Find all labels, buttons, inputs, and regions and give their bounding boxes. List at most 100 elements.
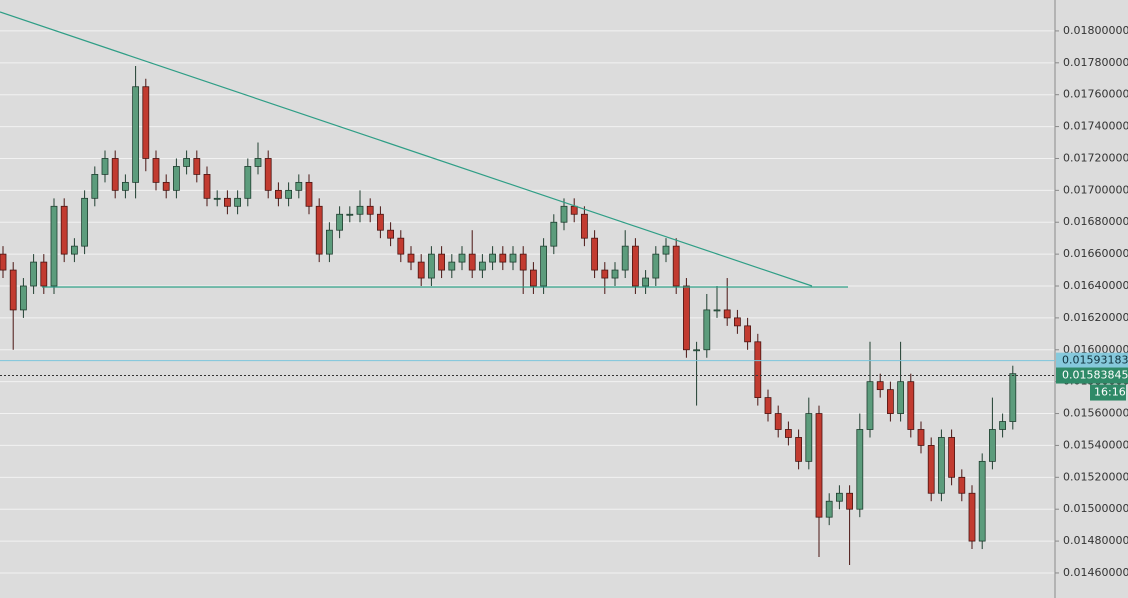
candle-body [356, 205, 364, 215]
candle-body [876, 381, 884, 391]
candle-body [0, 253, 7, 271]
candle-body [805, 413, 813, 462]
y-tick-label: 0.01560000 [1063, 407, 1128, 420]
candle-body [60, 205, 68, 255]
candle-body [927, 445, 935, 494]
y-tick-label: 0.01540000 [1063, 438, 1128, 451]
candle-body [19, 285, 27, 311]
candle-body [315, 205, 323, 255]
candle-body [672, 245, 680, 287]
candle-body [336, 213, 344, 231]
candle-body [866, 381, 874, 430]
candle-body [683, 285, 690, 351]
candle-body [734, 317, 741, 327]
candle-body [978, 460, 986, 542]
trend-line [0, 11, 813, 287]
candle-body [713, 309, 721, 312]
countdown-tag [1090, 384, 1126, 401]
candle-body [234, 197, 242, 207]
candle-body [601, 269, 609, 279]
candle-body [550, 221, 558, 247]
candle-body [958, 476, 966, 494]
candle-body [938, 437, 945, 494]
candle-body [213, 197, 221, 200]
candle-body [887, 389, 894, 414]
candle-body [376, 213, 384, 231]
y-tick-label: 0.01480000 [1063, 534, 1128, 547]
countdown-label: 16:16 [1094, 386, 1126, 399]
candle-body [489, 253, 497, 263]
candle-body [897, 381, 904, 414]
candle-body [346, 213, 354, 216]
y-tick-label: 0.01520000 [1063, 470, 1128, 483]
candle-body [530, 269, 537, 287]
candle-body [703, 309, 711, 351]
candle-body [81, 197, 88, 247]
candle-body [101, 158, 109, 175]
candle-body [856, 429, 864, 510]
y-tick-label: 0.01800000 [1063, 24, 1128, 37]
candle-body [560, 205, 568, 223]
candle-body [723, 309, 731, 319]
candle-body [499, 253, 507, 263]
candle-body [744, 325, 751, 343]
candle-body [989, 429, 996, 462]
last-price-tag [1056, 367, 1128, 384]
candle-body [611, 269, 619, 279]
y-tick-label: 0.01660000 [1063, 247, 1128, 260]
y-tick-label: 0.01740000 [1063, 120, 1128, 133]
candle-body [193, 158, 201, 175]
candle-body [652, 253, 660, 279]
bid-label: 0.01593183 [1062, 354, 1128, 367]
candle-body [285, 189, 293, 199]
y-tick-label: 0.01700000 [1063, 183, 1128, 196]
candle-body [9, 269, 17, 311]
candle-body [30, 261, 38, 287]
candle-body [907, 381, 915, 430]
y-tick-label: 0.01640000 [1063, 279, 1128, 292]
candle-body [846, 492, 853, 510]
candle-body [274, 189, 282, 199]
candle-body [642, 277, 649, 287]
candle-body [223, 197, 231, 207]
candle-body [142, 86, 150, 159]
candle-body [795, 437, 802, 462]
candle-body [785, 429, 792, 438]
candle-body [591, 237, 598, 271]
candle-body [1009, 373, 1017, 422]
candle-body [427, 253, 435, 279]
candle-body [91, 174, 99, 199]
candle-body [122, 181, 129, 191]
y-tick-label: 0.01600000 [1063, 343, 1128, 356]
candle-body [40, 261, 48, 287]
candle-body [162, 181, 170, 191]
candle-body [325, 229, 333, 255]
candle-body [397, 237, 405, 255]
candle-body [387, 229, 395, 239]
last-price-label: 0.01583845 [1062, 369, 1128, 382]
candle-body [203, 174, 211, 199]
candle-body [478, 261, 486, 271]
y-tick-label: 0.01720000 [1063, 151, 1128, 164]
candle-body [468, 253, 476, 271]
candle-body [509, 253, 517, 263]
candle-body [540, 245, 547, 287]
y-tick-label: 0.01620000 [1063, 311, 1128, 324]
candle-body [632, 245, 639, 287]
candle-body [825, 500, 833, 518]
candle-body [305, 181, 313, 207]
candle-body [519, 253, 527, 271]
candle-body [132, 86, 140, 183]
y-tick-label: 0.01680000 [1063, 215, 1128, 228]
candle-body [183, 158, 191, 167]
candle-body [264, 158, 272, 191]
candle-body [295, 181, 303, 191]
y-tick-label: 0.01500000 [1063, 502, 1128, 515]
candle-body [152, 158, 160, 183]
candle-body [968, 492, 976, 542]
candle-body [458, 253, 466, 263]
y-tick-label: 0.01460000 [1063, 566, 1128, 579]
y-tick-label: 0.01780000 [1063, 56, 1128, 69]
y-tick-label: 0.01760000 [1063, 88, 1128, 101]
